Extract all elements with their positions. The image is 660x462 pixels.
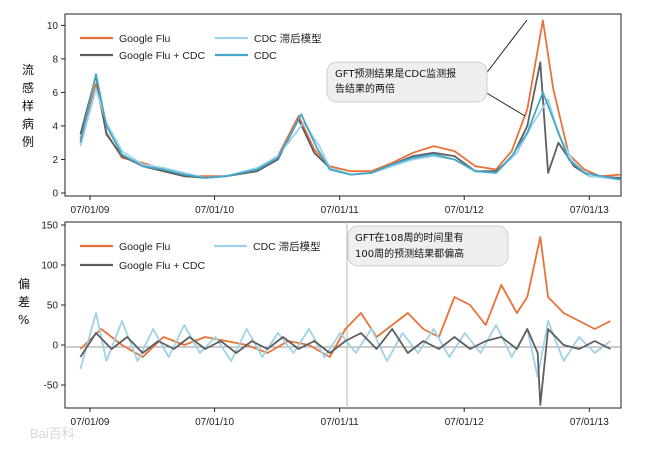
y-tick-label: 8 <box>52 54 58 65</box>
panel-top-legend: Google Flu Google Flu + CDC CDC 滞后模型 CDC <box>80 32 322 62</box>
legend2-label-google-flu-cdc: Google Flu + CDC <box>119 260 205 272</box>
panel-bottom-x-ticks: 07/01/09 07/01/10 07/01/11 07/01/12 07/01/13 <box>71 408 609 428</box>
y-tick-label: 100 <box>41 261 58 272</box>
x-tick-label: 07/01/12 <box>445 205 484 216</box>
panel-bottom-frame <box>64 221 622 409</box>
panel-top-series <box>79 19 621 181</box>
x-tick-label: 07/01/09 <box>71 417 110 428</box>
panel-bottom-ylabel: 偏 差 % <box>18 276 30 327</box>
annotation-pointer-upper <box>484 19 528 76</box>
x-tick-label: 07/01/10 <box>195 417 234 428</box>
ylabel2-char-2: 差 <box>18 295 30 309</box>
x-tick-label: 07/01/12 <box>445 417 484 428</box>
annotation2-text-line-1: GFT在108周的时间里有 <box>355 231 464 244</box>
annotation2-box <box>347 225 509 267</box>
panel-top-x-ticks: 07/01/09 07/01/10 07/01/11 07/01/12 07/01/13 <box>71 196 609 216</box>
x-tick-label: 07/01/13 <box>570 417 609 428</box>
annotation-text-line-2: 告结果的两倍 <box>335 82 395 95</box>
panel-top: 10 8 6 4 2 0 07/01/09 07/01/10 07/01/11 07/01/12… <box>22 13 622 216</box>
x-tick-label: 07/01/11 <box>321 205 360 216</box>
y-tick-label: 0 <box>52 189 58 200</box>
y-tick-label: 2 <box>52 155 58 166</box>
annotation-box <box>326 61 488 103</box>
panel-top-ylabel: 流 感 样 病 例 <box>22 63 34 149</box>
legend2-label-cdc-lag: CDC 滞后模型 <box>253 240 321 253</box>
panel-bottom-y-ticks: 150 100 50 0 -50 <box>41 221 65 392</box>
legend-label-cdc-lag: CDC 滞后模型 <box>254 32 322 45</box>
y-tick-label: 50 <box>47 301 59 312</box>
y-tick-label: 4 <box>52 121 58 132</box>
y-tick-label: 6 <box>52 88 58 99</box>
series-line-cdc <box>79 73 621 181</box>
ylabel2-char-3: % <box>18 313 29 327</box>
y-tick-label: -50 <box>44 381 59 392</box>
panel-top-y-ticks: 10 8 6 4 2 0 <box>47 21 65 200</box>
series-line-google-flu <box>79 236 611 358</box>
ylabel-char-5: 例 <box>22 135 34 149</box>
series-line-cdc-lag <box>79 312 611 378</box>
x-tick-label: 07/01/10 <box>195 205 234 216</box>
ylabel-char-3: 样 <box>22 98 34 113</box>
x-tick-label: 07/01/09 <box>71 205 110 216</box>
watermark: Bai百科 <box>30 426 75 441</box>
y-tick-label: 0 <box>52 341 58 352</box>
annotation-text-line-1: GFT预测结果是CDC监测报 <box>335 67 456 80</box>
panel-bottom-annotation: GFT在108周的时间里有 100周的预测结果都偏高 <box>347 225 509 267</box>
ylabel-char-4: 病 <box>22 116 34 131</box>
series-line-google-flu-cdc <box>79 328 611 406</box>
legend-label-google-flu: Google Flu <box>119 33 171 45</box>
ylabel2-char-1: 偏 <box>18 276 30 291</box>
legend-label-cdc: CDC <box>254 50 277 62</box>
ylabel-char-2: 感 <box>22 80 34 95</box>
y-tick-label: 150 <box>41 221 58 232</box>
x-tick-label: 07/01/13 <box>570 205 609 216</box>
x-tick-label: 07/01/11 <box>321 417 360 428</box>
panel-bottom-legend: Google Flu CDC 滞后模型 Google Flu + CDC <box>80 240 321 272</box>
y-tick-label: 10 <box>47 21 59 32</box>
legend-label-google-flu-cdc: Google Flu + CDC <box>119 50 205 62</box>
annotation-pointer-lower <box>484 91 526 117</box>
panel-top-frame <box>64 13 622 197</box>
panel-bottom-series <box>79 236 611 406</box>
legend2-label-google-flu: Google Flu <box>119 241 171 253</box>
ylabel-char-1: 流 <box>22 63 34 77</box>
annotation2-text-line-2: 100周的预测结果都偏高 <box>355 247 464 260</box>
panel-top-annotation: GFT预测结果是CDC监测报 告结果的两倍 <box>326 19 528 117</box>
